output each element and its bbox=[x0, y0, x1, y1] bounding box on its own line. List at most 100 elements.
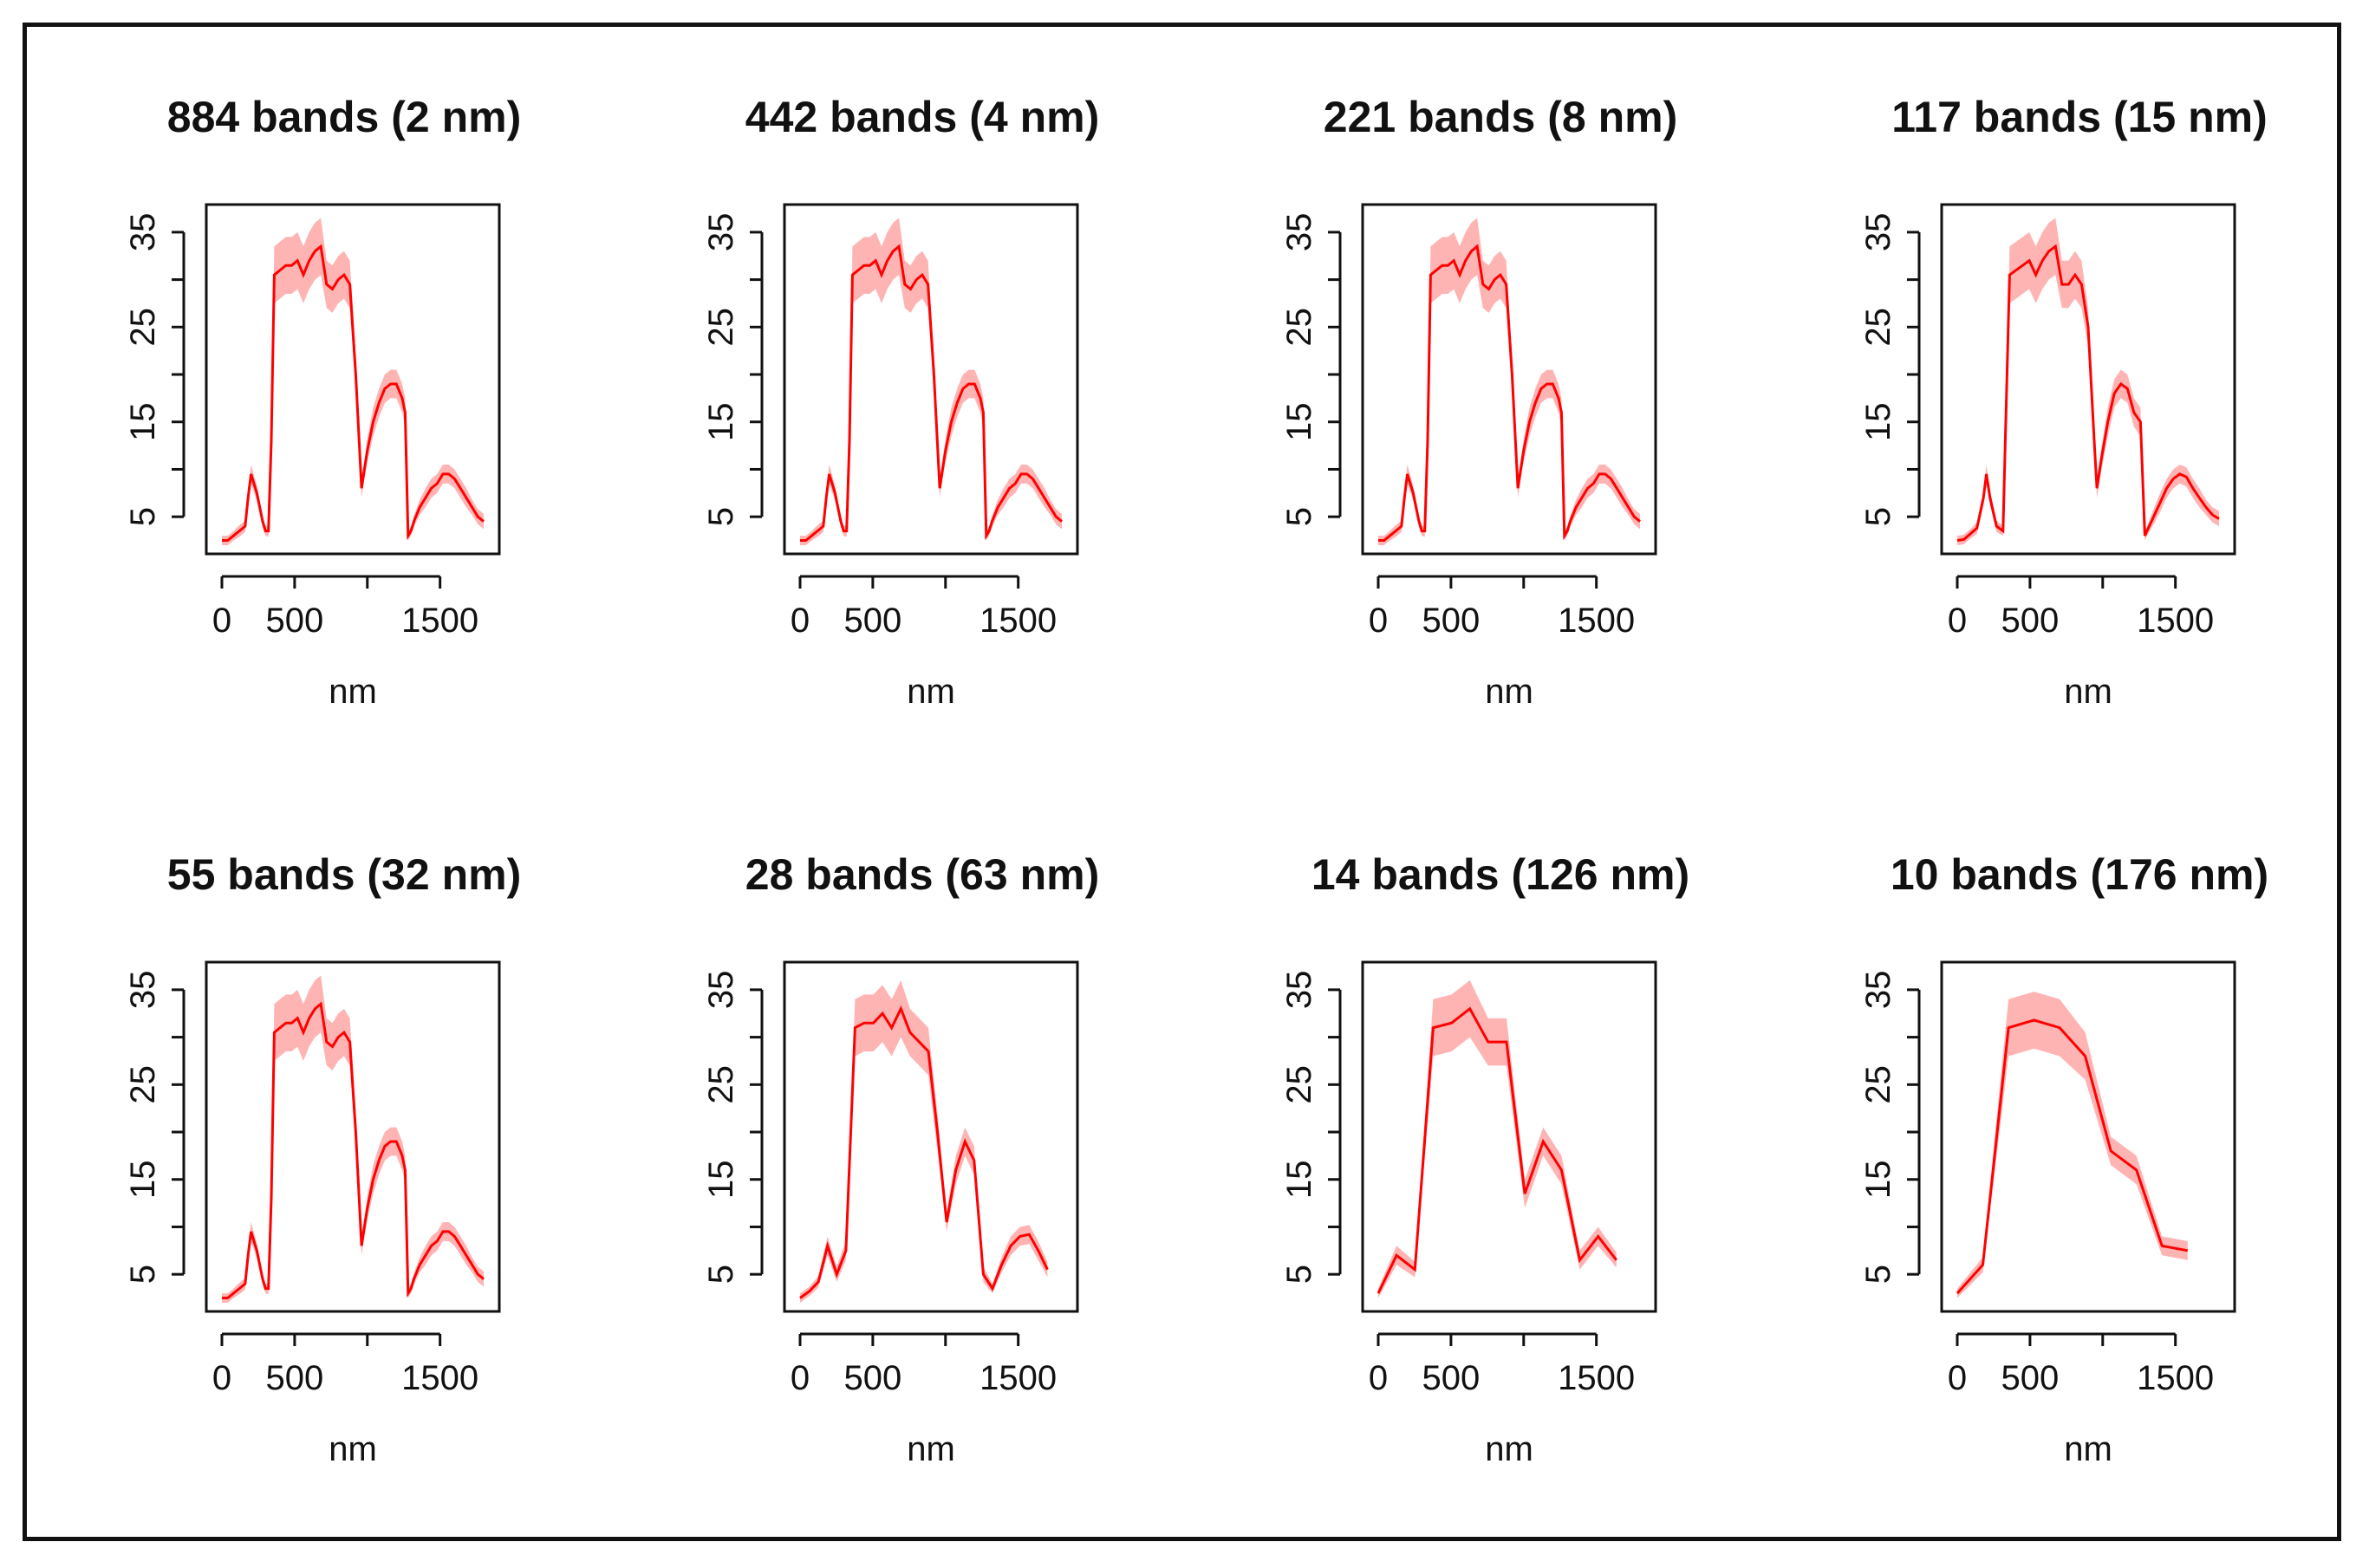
panel-title: 884 bands (2 nm) bbox=[167, 93, 521, 141]
y-tick-label: 35 bbox=[1280, 213, 1318, 252]
y-tick-label: 25 bbox=[1859, 1065, 1897, 1104]
y-tick-label: 5 bbox=[1859, 1265, 1897, 1284]
panel-1: 884 bands (2 nm) 5 15 25 35 0 500 1500 nm bbox=[124, 93, 521, 711]
plot-box bbox=[783, 203, 1079, 556]
mean-spectrum-line bbox=[1376, 1006, 1617, 1294]
x-tick-label: 500 bbox=[844, 1359, 902, 1397]
mean-spectrum-line bbox=[1956, 244, 2220, 542]
panel-title: 442 bands (4 nm) bbox=[745, 93, 1099, 141]
x-tick-label: 1500 bbox=[2137, 602, 2214, 640]
panel-3: 221 bands (8 nm) 5 15 25 35 0 500 1500 nm bbox=[1280, 93, 1677, 711]
x-tick-label: 1500 bbox=[401, 602, 478, 640]
panel-7: 14 bands (126 nm) 5 15 25 35 0 500 1500 nm bbox=[1280, 850, 1689, 1468]
panel-title: 221 bands (8 nm) bbox=[1324, 93, 1677, 141]
plot-box bbox=[1361, 960, 1657, 1313]
y-tick-label: 15 bbox=[124, 402, 162, 441]
x-axis-label: nm bbox=[329, 673, 377, 711]
x-axis-label: nm bbox=[1485, 1430, 1533, 1468]
x-tick-label: 500 bbox=[266, 602, 324, 640]
x-tick-label: 1500 bbox=[979, 602, 1057, 640]
y-tick-label: 25 bbox=[702, 1065, 740, 1104]
y-tick-label: 25 bbox=[124, 308, 162, 347]
plot-box bbox=[1361, 203, 1657, 556]
plot-box bbox=[205, 203, 501, 556]
x-tick-label: 0 bbox=[212, 602, 231, 640]
x-tick-label: 0 bbox=[791, 602, 810, 640]
y-tick-label: 35 bbox=[124, 213, 162, 252]
y-tick-label: 15 bbox=[702, 402, 740, 441]
mean-spectrum-line bbox=[1956, 1018, 2189, 1295]
plot-box bbox=[783, 960, 1079, 1313]
y-tick-label: 25 bbox=[1280, 1065, 1318, 1104]
y-tick-label: 5 bbox=[1280, 507, 1318, 526]
y-tick-label: 15 bbox=[1280, 1160, 1318, 1199]
y-tick-label: 5 bbox=[124, 507, 162, 526]
plot-box bbox=[1940, 203, 2236, 556]
x-tick-label: 0 bbox=[1369, 1359, 1388, 1397]
y-tick-label: 5 bbox=[1859, 507, 1897, 526]
y-tick-label: 5 bbox=[124, 1265, 162, 1284]
y-tick-label: 25 bbox=[124, 1065, 162, 1104]
y-tick-label: 35 bbox=[1859, 971, 1897, 1010]
panel-2: 442 bands (4 nm) 5 15 25 35 0 500 1500 nm bbox=[702, 93, 1099, 711]
x-tick-label: 0 bbox=[1948, 1359, 1967, 1397]
plot-box bbox=[205, 960, 501, 1313]
x-axis-label: nm bbox=[2064, 1430, 2112, 1468]
y-tick-label: 35 bbox=[702, 971, 740, 1010]
x-tick-label: 1500 bbox=[401, 1359, 478, 1397]
y-tick-label: 35 bbox=[1859, 213, 1897, 252]
x-axis-label: nm bbox=[907, 1430, 955, 1468]
mean-spectrum-line bbox=[1378, 244, 1641, 542]
y-tick-label: 35 bbox=[702, 213, 740, 252]
y-tick-label: 35 bbox=[1280, 971, 1318, 1010]
confidence-band bbox=[800, 979, 1048, 1303]
x-axis-label: nm bbox=[329, 1430, 377, 1468]
mean-spectrum-line bbox=[799, 1005, 1049, 1299]
x-tick-label: 500 bbox=[844, 602, 902, 640]
panel-title: 55 bands (32 nm) bbox=[167, 850, 521, 899]
y-tick-label: 5 bbox=[702, 507, 740, 526]
panel-5: 55 bands (32 nm) 5 15 25 35 0 500 1500 nm bbox=[124, 850, 521, 1468]
y-tick-label: 25 bbox=[1859, 308, 1897, 347]
x-tick-label: 0 bbox=[791, 1359, 810, 1397]
x-axis-label: nm bbox=[907, 673, 955, 711]
confidence-band bbox=[1957, 218, 2219, 545]
panel-8: 10 bands (176 nm) 5 15 25 35 0 500 1500 nm bbox=[1859, 850, 2268, 1468]
x-tick-label: 1500 bbox=[979, 1359, 1057, 1397]
x-axis-label: nm bbox=[2064, 673, 2112, 711]
y-tick-label: 15 bbox=[1859, 402, 1897, 441]
x-tick-label: 0 bbox=[1369, 602, 1388, 640]
panel-title: 28 bands (63 nm) bbox=[745, 850, 1099, 899]
panel-title: 117 bands (15 nm) bbox=[1891, 93, 2268, 141]
panel-title: 14 bands (126 nm) bbox=[1311, 850, 1689, 899]
x-tick-label: 500 bbox=[266, 1359, 324, 1397]
y-tick-label: 5 bbox=[702, 1265, 740, 1284]
x-tick-label: 0 bbox=[1948, 602, 1967, 640]
confidence-band bbox=[222, 218, 484, 545]
y-tick-label: 35 bbox=[124, 971, 162, 1010]
confidence-band bbox=[1378, 218, 1640, 545]
panel-6: 28 bands (63 nm) 5 15 25 35 0 500 1500 nm bbox=[702, 850, 1099, 1468]
y-tick-label: 15 bbox=[1280, 402, 1318, 441]
x-tick-label: 1500 bbox=[1558, 602, 1635, 640]
x-tick-label: 1500 bbox=[2137, 1359, 2214, 1397]
x-tick-label: 500 bbox=[1422, 602, 1481, 640]
x-axis-label: nm bbox=[1485, 673, 1533, 711]
x-tick-label: 0 bbox=[212, 1359, 231, 1397]
y-tick-label: 5 bbox=[1280, 1265, 1318, 1284]
mean-spectrum-line bbox=[222, 244, 485, 542]
y-tick-label: 25 bbox=[702, 308, 740, 347]
confidence-band bbox=[800, 218, 1062, 545]
mean-spectrum-line bbox=[222, 1001, 485, 1299]
y-tick-label: 15 bbox=[124, 1160, 162, 1199]
x-tick-label: 1500 bbox=[1558, 1359, 1635, 1397]
plot-box bbox=[1940, 960, 2236, 1313]
confidence-band bbox=[222, 975, 484, 1303]
confidence-band bbox=[1378, 979, 1617, 1298]
panel-4: 117 bands (15 nm) 5 15 25 35 0 500 1500 nm bbox=[1859, 93, 2268, 711]
panel-title: 10 bands (176 nm) bbox=[1891, 850, 2268, 899]
y-tick-label: 25 bbox=[1280, 308, 1318, 347]
x-tick-label: 500 bbox=[2001, 602, 2060, 640]
x-tick-label: 500 bbox=[1422, 1359, 1481, 1397]
